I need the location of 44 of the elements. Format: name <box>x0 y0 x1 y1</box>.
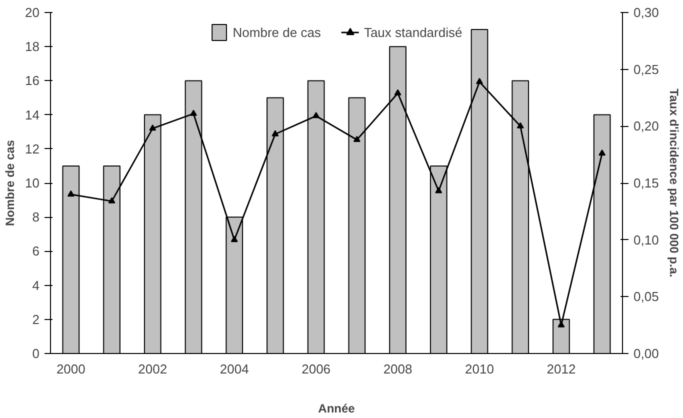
point <box>108 197 116 204</box>
point <box>516 122 524 128</box>
y2-tick-label: 0,00 <box>634 346 659 361</box>
x-tick-label: 2008 <box>383 362 412 376</box>
legend-label: Taux standardisé <box>364 24 462 40</box>
y2-tick-label: 0,30 <box>634 5 659 20</box>
point <box>394 89 402 96</box>
y-tick-label: 8 <box>32 210 40 225</box>
y-tick-label: 16 <box>25 73 40 88</box>
point <box>272 130 279 136</box>
y-tick-label: 2 <box>32 312 40 327</box>
point <box>190 110 197 116</box>
point <box>476 78 483 84</box>
y2-axis-title: Taux d'incidence par 100 000 p.a. <box>666 88 681 278</box>
point <box>598 149 606 156</box>
point <box>149 124 156 131</box>
point <box>558 321 565 328</box>
x-tick-label: 2006 <box>302 362 331 376</box>
x-tick-label: 2012 <box>546 362 576 376</box>
x-tick-label: 2010 <box>465 362 494 376</box>
y-tick-label: 4 <box>32 278 40 293</box>
x-tick-label: 2004 <box>220 362 249 376</box>
y2-tick-label: 0,25 <box>634 62 659 77</box>
point <box>67 190 74 197</box>
y-tick-label: 6 <box>32 244 40 259</box>
y2-tick-label: 0,20 <box>634 118 659 134</box>
point <box>435 186 442 194</box>
x-tick-label: 2000 <box>56 362 86 376</box>
y2-tick-label: 0,05 <box>634 289 659 304</box>
point <box>230 236 238 242</box>
point <box>312 112 320 118</box>
y-tick-label: 12 <box>25 141 40 156</box>
x-tick-label: 2002 <box>138 362 168 376</box>
legend-label: Nombre de cas <box>232 24 321 40</box>
x-axis-title: Année <box>318 402 356 416</box>
y-tick-label: 14 <box>25 107 40 122</box>
y-axis-title: Nombre de cas <box>3 140 18 226</box>
y-tick-label: 0 <box>32 346 40 361</box>
y-tick-label: 20 <box>25 5 40 20</box>
point <box>353 136 360 142</box>
y2-tick-label: 0,10 <box>634 232 659 248</box>
y2-tick-label: 0,15 <box>634 176 659 190</box>
y-tick-label: 18 <box>25 39 40 54</box>
y-tick-label: 10 <box>25 176 40 190</box>
